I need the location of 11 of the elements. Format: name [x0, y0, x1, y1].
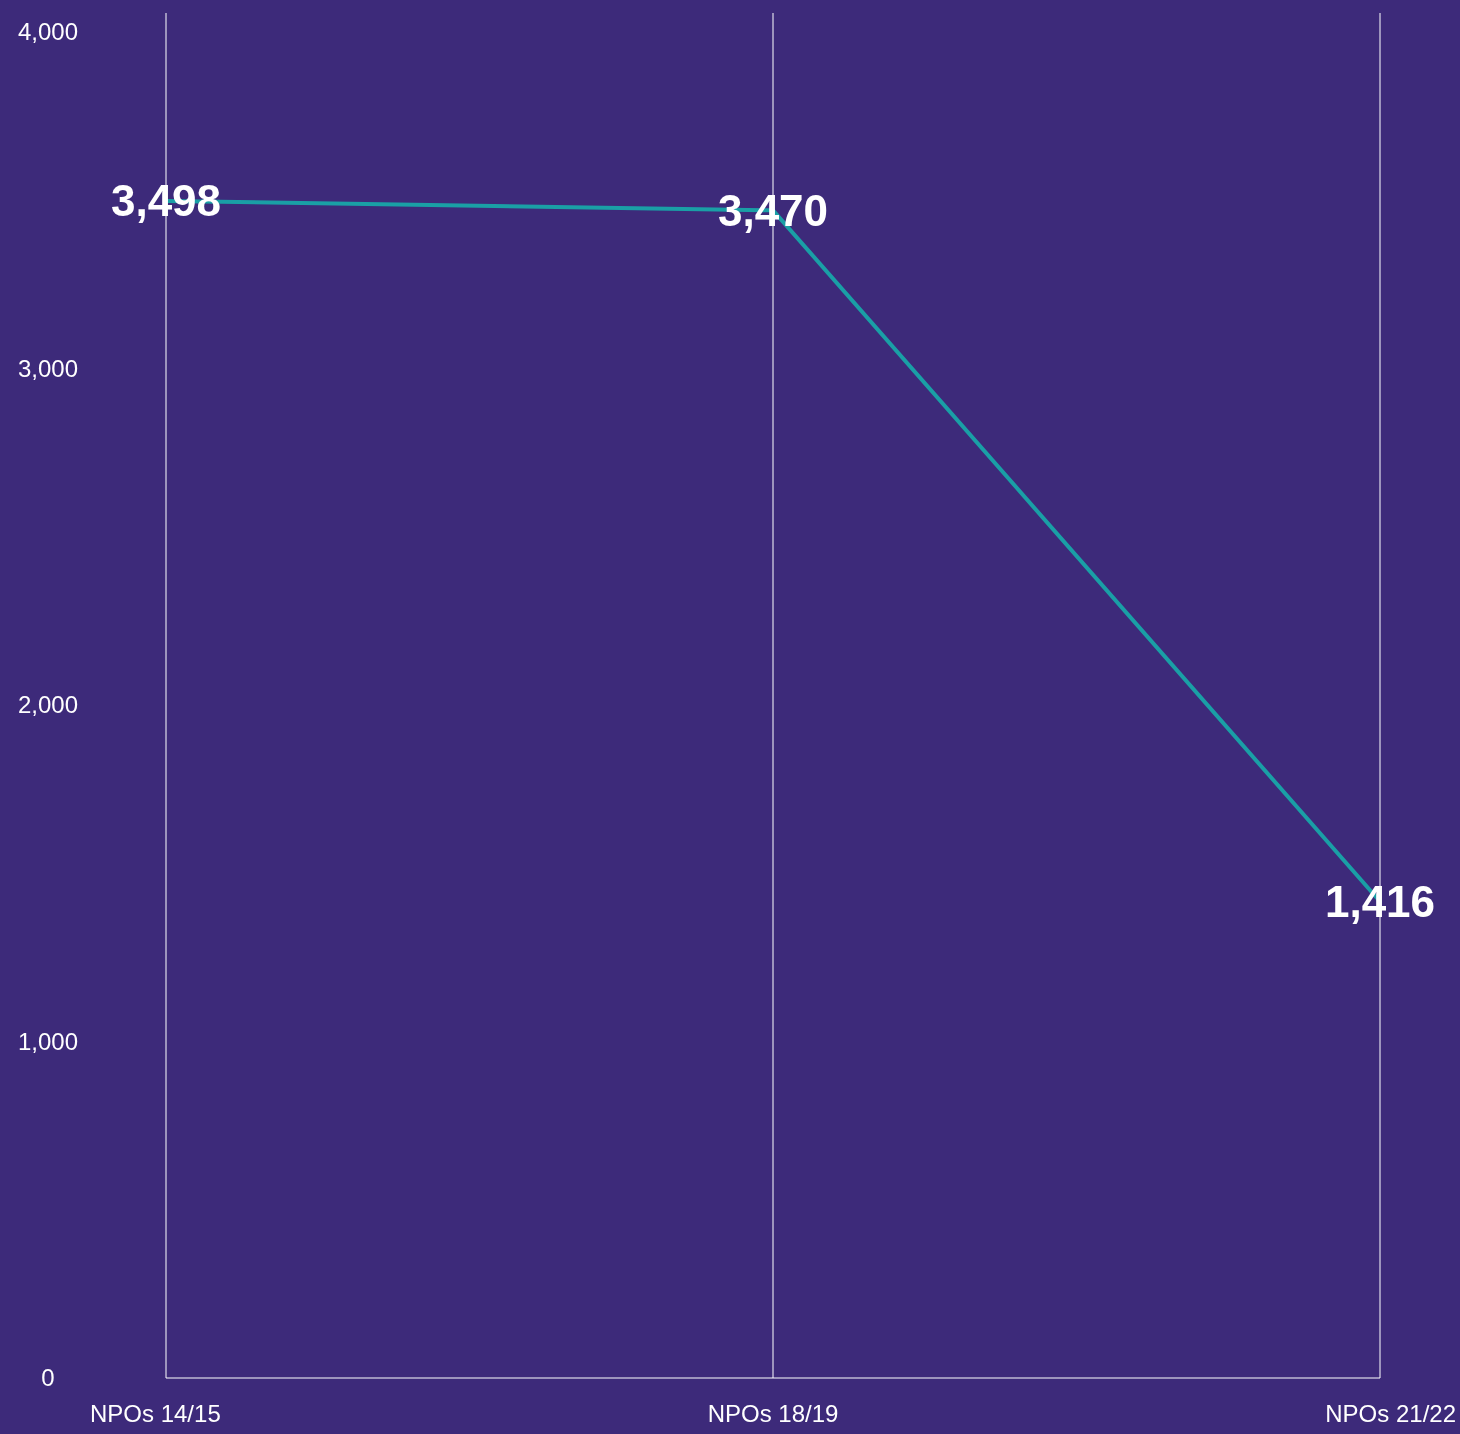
- data-label: 3,470: [717, 185, 829, 235]
- data-label: 3,498: [110, 176, 222, 226]
- data-label: 1,416: [1324, 876, 1436, 926]
- y-tick-label: 4,000: [17, 18, 79, 46]
- x-tick-label: NPOs 21/22: [1325, 1400, 1456, 1427]
- y-tick-label: 1,000: [17, 1027, 79, 1055]
- y-tick-label: 0: [41, 1364, 55, 1392]
- x-tick-label: NPOs 14/15: [90, 1400, 221, 1427]
- y-tick-label: 2,000: [17, 691, 79, 719]
- y-tick-label: 3,000: [17, 354, 79, 382]
- x-tick-label: NPOs 18/19: [707, 1400, 839, 1427]
